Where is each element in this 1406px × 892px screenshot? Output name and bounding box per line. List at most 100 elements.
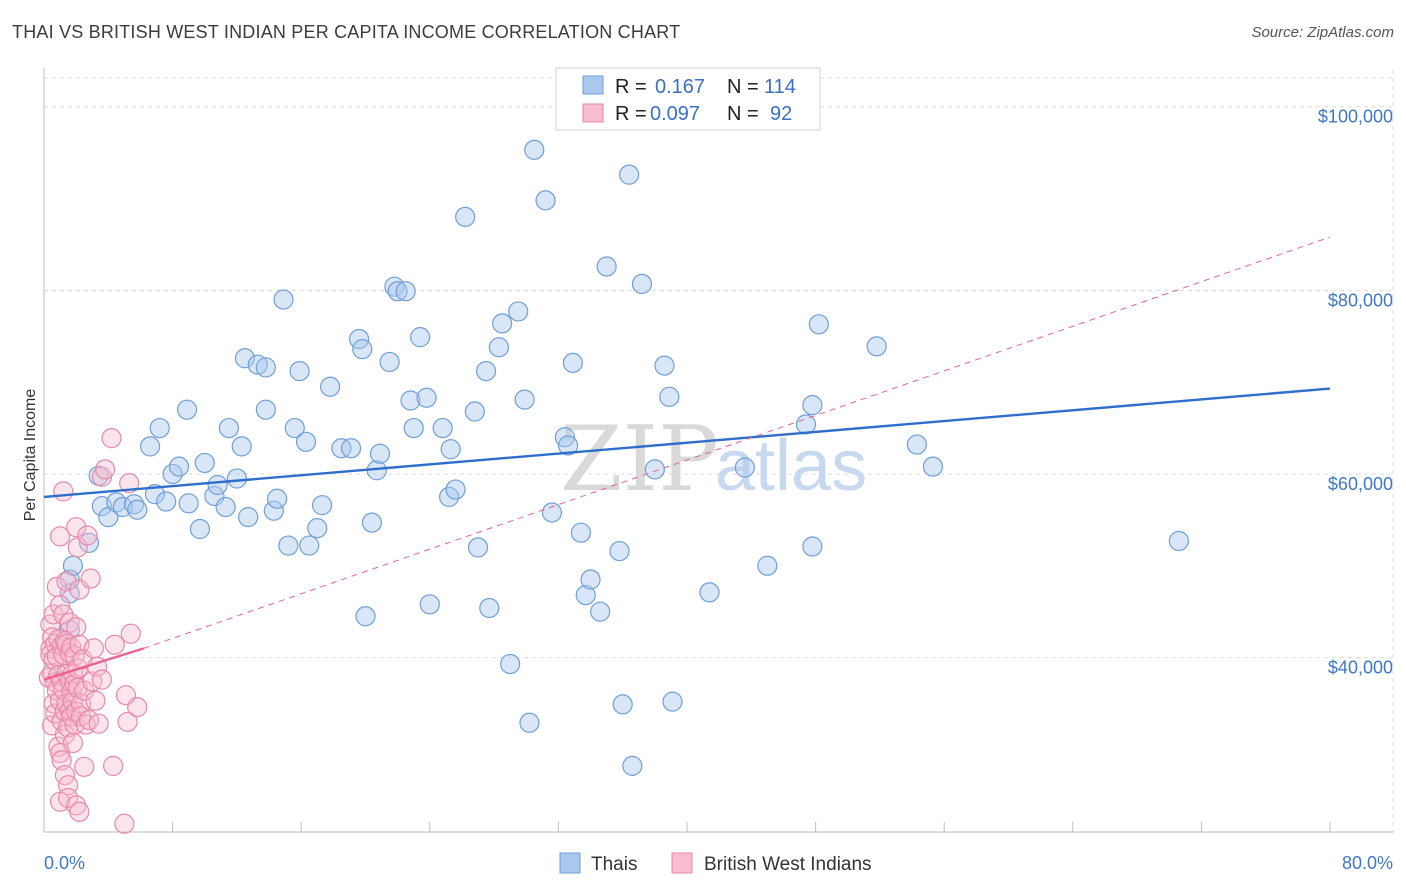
legend-swatch-british-west-indians [582,103,604,123]
bottom-legend-label-thais: Thais [591,854,637,875]
point-thais-19 [178,493,199,514]
point-thais-4 [78,532,100,553]
point-thais-17 [168,456,190,477]
chart-title: THAI VS BRITISH WEST INDIAN PER CAPITA I… [12,22,681,42]
point-thais-25 [218,417,239,439]
legend-n-label-bwi: N = [727,103,759,125]
point-bwi-83 [101,428,122,449]
point-bwi-86 [114,813,135,834]
legend-r-label-thais: R = [615,76,647,98]
point-thais-93 [654,355,675,376]
point-thais-90 [622,755,643,776]
point-thais-58 [410,327,431,348]
point-bwi-79 [88,713,109,734]
point-thais-59 [416,387,437,408]
y-tick-labels: $40,000 $60,000 $80,000 $100,000 [1318,107,1393,678]
point-bwi-91 [127,697,148,718]
point-thais-45 [340,438,362,459]
point-thais-87 [609,540,630,562]
point-thais-72 [500,653,521,675]
point-bwi-89 [119,473,140,494]
point-thais-101 [802,536,823,557]
point-thais-97 [734,457,755,478]
point-thais-74 [514,389,535,410]
point-thais-10 [123,494,145,515]
point-bwi-76 [83,638,104,659]
point-thais-83 [575,585,596,606]
point-bwi-77 [85,690,106,711]
bottom-legend-swatch-thais [559,852,581,874]
point-thais-80 [557,435,579,456]
point-thais-68 [475,361,497,382]
point-thais-41 [307,518,328,539]
point-bwi-36 [56,571,77,592]
legend-n-label-thais: N = [727,76,759,98]
bottom-legend-swatch-bwi [671,852,693,874]
point-thais-79 [554,427,575,448]
point-thais-38 [289,361,310,382]
point-bwi-21 [49,526,71,547]
point-bwi-85 [104,634,125,655]
point-bwi-82 [94,459,116,480]
point-bwi-28 [53,481,74,502]
point-thais-76 [524,139,545,160]
point-thais-66 [464,401,485,422]
point-thais-60 [419,594,440,615]
point-thais-98 [757,555,778,576]
point-thais-28 [234,348,256,369]
point-thais-52 [379,351,400,373]
point-thais-34 [266,488,288,509]
point-thais-55 [395,281,416,302]
point-thais-43 [320,376,341,397]
watermark: ZIP atlas [560,407,867,512]
point-thais-42 [311,495,333,516]
y-tick-label-2: $80,000 [1328,290,1393,310]
point-thais-67 [467,537,489,558]
point-thais-70 [488,337,510,358]
point-thais-56 [400,390,421,411]
trend-line-1 [43,647,145,681]
point-thais-24 [215,496,236,518]
point-thais-84 [580,569,601,590]
point-thais-26 [226,468,247,489]
source-label: Source: ZipAtlas.com [1251,24,1394,41]
point-bwi-70 [74,756,95,777]
point-thais-82 [570,522,592,543]
point-thais-47 [352,338,373,360]
point-thais-102 [808,314,829,335]
point-bwi-88 [117,711,138,732]
point-thais-29 [238,507,259,528]
y-tick-label-0: $40,000 [1328,658,1393,678]
point-thais-100 [802,394,823,416]
bottom-legend-label-bwi: British West Indians [704,854,872,875]
point-bwi-84 [103,755,124,776]
point-bwi-54 [64,674,85,695]
point-thais-81 [562,352,583,373]
point-thais-35 [273,289,294,310]
x-tick-label-1: 80.0% [1342,853,1393,873]
legend-r-value-bwi: 0.097 [650,103,700,125]
point-thais-63 [440,439,461,460]
point-thais-69 [479,597,500,619]
point-thais-88 [612,694,633,715]
bottom-legend: Thais British West Indians [559,852,872,875]
point-bwi-57 [66,617,87,638]
point-thais-39 [295,431,317,452]
point-thais-96 [699,582,720,603]
y-tick-label-1: $60,000 [1328,474,1393,494]
point-thais-106 [1168,530,1189,552]
point-thais-40 [299,535,320,556]
legend-n-value-thais: 114 [764,76,796,98]
point-thais-77 [535,190,556,211]
point-bwi-56 [66,517,87,538]
point-thais-89 [619,164,640,185]
point-thais-21 [194,452,215,474]
point-thais-86 [596,256,617,277]
point-bwi-52 [62,732,84,754]
point-thais-30 [247,354,268,375]
point-thais-51 [355,606,376,627]
point-bwi-72 [77,525,98,546]
point-thais-65 [455,206,476,227]
point-thais-50 [369,443,391,464]
point-thais-71 [492,313,513,334]
